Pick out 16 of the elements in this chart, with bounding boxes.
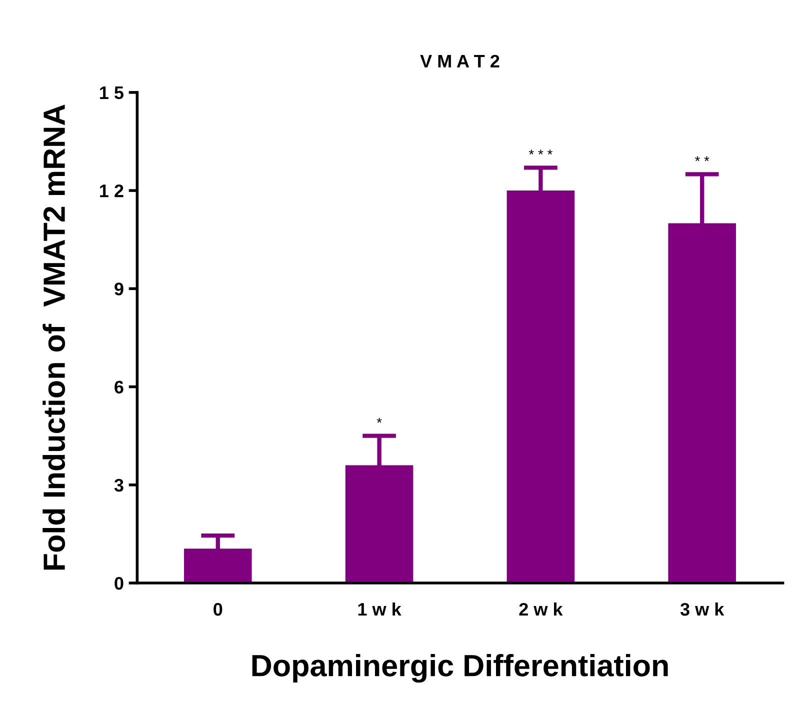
x-tick-label: 2 w k	[519, 602, 563, 616]
y-tick-label: 1 2	[100, 184, 124, 198]
x-tick-label: 1 w k	[358, 602, 402, 616]
y-tick-label: 9	[114, 282, 124, 296]
annotation: *	[376, 418, 382, 423]
x-tick-label: 0	[214, 602, 222, 616]
x-tick-label: 3 w k	[680, 602, 724, 616]
annotation: * *	[694, 156, 710, 162]
y-tick-label: 1 5	[100, 86, 124, 100]
y-tick-label: 6	[114, 380, 124, 394]
annotation: * * *	[528, 150, 552, 155]
y-tick-label: 3	[114, 478, 124, 492]
y-tick-label: 0	[114, 576, 124, 590]
y-axis-title: Fold Induction of VMAT2 mRNA	[42, 104, 66, 570]
x-axis-title: Dopaminergic Differentiation	[252, 654, 668, 683]
chart-title: V M A T 2	[420, 54, 500, 68]
